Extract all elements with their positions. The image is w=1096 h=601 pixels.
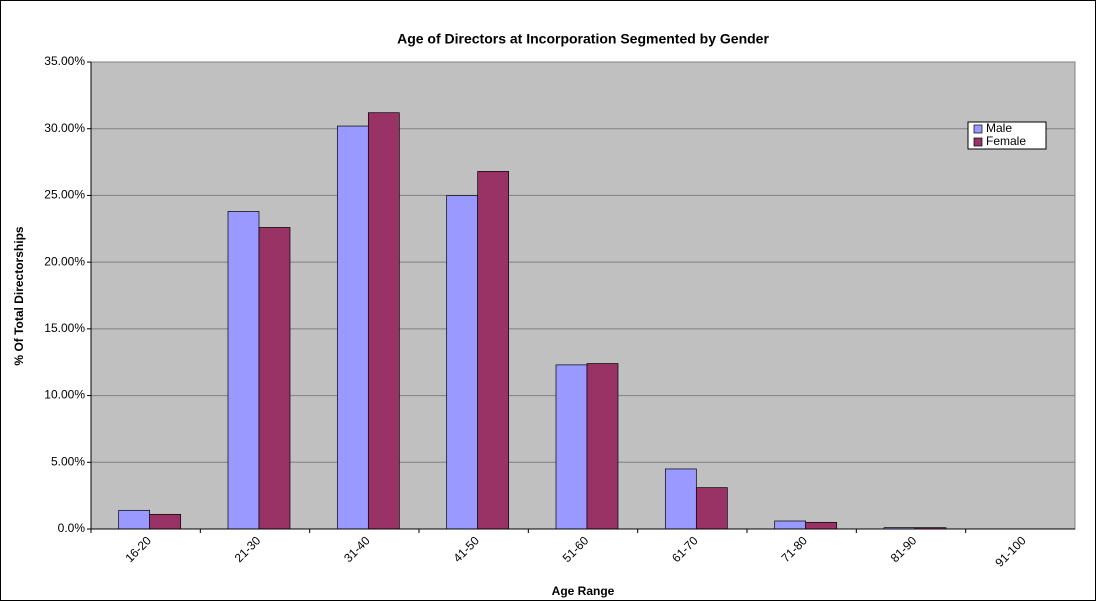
bar [695, 487, 728, 530]
chart-title: Age of Directors at Incorporation Segmen… [397, 31, 769, 47]
bar [586, 363, 619, 530]
y-tick-label: 25.00% [44, 188, 85, 202]
bar [805, 521, 838, 530]
y-tick-label: 5.00% [51, 454, 85, 468]
y-tick-label: 35.00% [44, 54, 85, 68]
bar [774, 520, 807, 530]
legend-label: Female [986, 134, 1026, 148]
x-axis-label: Age Range [552, 584, 615, 598]
y-tick-label: 15.00% [44, 321, 85, 335]
bar [446, 195, 479, 530]
bar [555, 364, 588, 530]
bar [336, 125, 369, 530]
bar [149, 513, 182, 530]
legend-swatch [973, 124, 983, 134]
y-tick-label: 20.00% [44, 254, 85, 268]
y-axis-label: % Of Total Directorships [12, 226, 26, 365]
y-tick-label: 30.00% [44, 121, 85, 135]
legend-label: Male [986, 121, 1012, 135]
bar [227, 211, 260, 530]
bar [118, 509, 151, 530]
y-tick-label: 10.00% [44, 388, 85, 402]
bar [367, 112, 400, 530]
y-tick-label: 0.0% [58, 521, 86, 535]
bar [477, 171, 510, 530]
bar [664, 468, 697, 530]
legend-swatch [973, 137, 983, 147]
bar [258, 227, 291, 530]
